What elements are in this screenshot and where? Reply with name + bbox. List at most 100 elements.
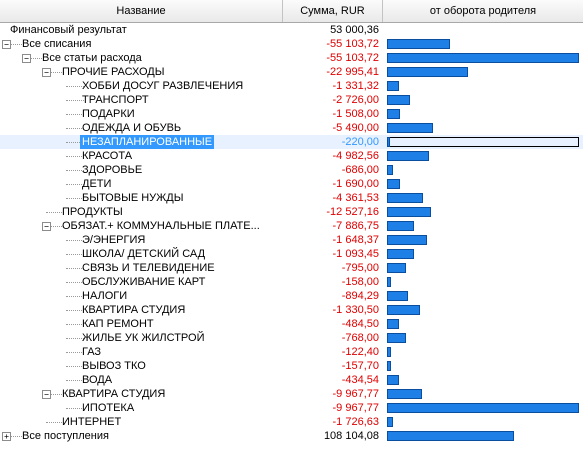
tree-row-label: ИНТЕРНЕТ (62, 416, 122, 428)
tree-row[interactable]: + Все поступления 108 104,08 (0, 429, 583, 443)
tree-row-label: ПРОЧИЕ РАСХОДЫ (62, 66, 165, 78)
tree-row[interactable]: ОДЕЖДА И ОБУВЬ -5 490,00 (0, 121, 583, 135)
tree-row[interactable]: ПРОДУКТЫ -12 527,16 (0, 205, 583, 219)
share-bar (387, 291, 579, 301)
tree-row[interactable]: ШКОЛА/ ДЕТСКИЙ САД -1 093,45 (0, 247, 583, 261)
tree-row-sum: -1 331,32 (332, 80, 379, 92)
tree-row-share-cell (383, 163, 583, 177)
tree-row-label: ЗДОРОВЬЕ (82, 164, 143, 176)
collapse-icon[interactable]: − (42, 390, 51, 399)
tree-row[interactable]: КРАСОТА -4 982,56 (0, 149, 583, 163)
tree-row-share-cell (383, 401, 583, 415)
tree-row-share-cell (383, 51, 583, 65)
expand-icon[interactable]: + (2, 432, 11, 441)
tree-row-sum: -894,29 (341, 290, 379, 302)
tree-row[interactable]: ВЫВОЗ ТКО -157,70 (0, 359, 583, 373)
tree-row-label: ДЕТИ (82, 178, 112, 190)
share-bar-fill (387, 305, 420, 315)
tree-connector-line (26, 58, 44, 59)
share-bar-fill (387, 403, 579, 413)
tree-row-sum: -5 490,00 (332, 122, 379, 134)
tree-row[interactable]: − Все статьи расхода -55 103,72 (0, 51, 583, 65)
tree-row-label: ТРАНСПОРТ (82, 94, 149, 106)
tree-row-sum: -157,70 (341, 360, 379, 372)
share-bar-fill (387, 319, 399, 329)
tree-row-name-cell: ИНТЕРНЕТ (0, 415, 283, 429)
tree-row[interactable]: − КВАРТИРА СТУДИЯ -9 967,77 (0, 387, 583, 401)
share-bar-fill (387, 67, 468, 77)
tree-row-sum: -22 995,41 (326, 66, 379, 78)
collapse-icon[interactable]: − (2, 40, 11, 49)
tree-row-name-cell: ЖИЛЬЕ УК ЖИЛСТРОЙ (0, 331, 283, 345)
tree-row-label: ГАЗ (82, 346, 102, 358)
tree-row[interactable]: ГАЗ -122,40 (0, 345, 583, 359)
tree-row-label: ВЫВОЗ ТКО (82, 360, 146, 372)
share-bar-fill (387, 179, 400, 189)
tree-row-label: БЫТОВЫЕ НУЖДЫ (82, 192, 184, 204)
tree-row-sum: -1 330,50 (332, 304, 379, 316)
share-bar (387, 221, 579, 231)
tree-row[interactable]: − ПРОЧИЕ РАСХОДЫ -22 995,41 (0, 65, 583, 79)
tree-row-sum: -12 527,16 (326, 206, 379, 218)
collapse-icon[interactable]: − (22, 54, 31, 63)
tree-row[interactable]: КВАРТИРА СТУДИЯ -1 330,50 (0, 303, 583, 317)
tree-row[interactable]: ОБСЛУЖИВАНИЕ КАРТ -158,00 (0, 275, 583, 289)
tree-row[interactable]: Э/ЭНЕРГИЯ -1 648,37 (0, 233, 583, 247)
tree-row[interactable]: − ОБЯЗАТ.+ КОММУНАЛЬНЫЕ ПЛАТЕ... -7 886,75 (0, 219, 583, 233)
collapse-icon[interactable]: − (42, 68, 51, 77)
tree-row[interactable]: СВЯЗЬ И ТЕЛЕВИДЕНИЕ -795,00 (0, 261, 583, 275)
tree-row-share-cell (383, 177, 583, 191)
tree-row-label: НАЛОГИ (82, 290, 128, 302)
tree-row[interactable]: ЗДОРОВЬЕ -686,00 (0, 163, 583, 177)
tree-row-label: ШКОЛА/ ДЕТСКИЙ САД (82, 248, 206, 260)
tree-row-label: КВАРТИРА СТУДИЯ (62, 388, 166, 400)
share-bar-fill (387, 361, 391, 371)
tree-row[interactable]: ИПОТЕКА -9 967,77 (0, 401, 583, 415)
tree-row-share-cell (383, 261, 583, 275)
tree-row-sum: -1 508,00 (332, 108, 379, 120)
tree-connector-line (66, 240, 84, 241)
tree-row-sum: -7 886,75 (332, 220, 379, 232)
share-bar-fill (387, 137, 390, 147)
tree-row[interactable]: ТРАНСПОРТ -2 726,00 (0, 93, 583, 107)
column-header-sum[interactable]: Сумма, RUR (283, 0, 383, 22)
tree-row-sum: -1 648,37 (332, 234, 379, 246)
tree-row-share-cell (383, 331, 583, 345)
tree-row[interactable]: КАП РЕМОНТ -484,50 (0, 317, 583, 331)
tree-row-share-cell (383, 37, 583, 51)
column-header-name[interactable]: Название (0, 0, 283, 22)
tree-row[interactable]: НЕЗАПЛАНИРОВАННЫЕ -220,00 (0, 135, 583, 149)
tree-connector-line (66, 142, 84, 143)
tree-row-name-cell: НАЛОГИ (0, 289, 283, 303)
share-bar (387, 249, 579, 259)
tree-connector-line (66, 100, 84, 101)
collapse-icon[interactable]: − (42, 222, 51, 231)
tree-row-name-cell: КРАСОТА (0, 149, 283, 163)
tree-row[interactable]: БЫТОВЫЕ НУЖДЫ -4 361,53 (0, 191, 583, 205)
tree-row[interactable]: НАЛОГИ -894,29 (0, 289, 583, 303)
tree-row-name-cell: ШКОЛА/ ДЕТСКИЙ САД (0, 247, 283, 261)
tree-row-name-cell: ОБСЛУЖИВАНИЕ КАРТ (0, 275, 283, 289)
tree-row[interactable]: ВОДА -434,54 (0, 373, 583, 387)
tree-row[interactable]: ДЕТИ -1 690,00 (0, 177, 583, 191)
tree-row[interactable]: ЖИЛЬЕ УК ЖИЛСТРОЙ -768,00 (0, 331, 583, 345)
tree-row-label: ОБЯЗАТ.+ КОММУНАЛЬНЫЕ ПЛАТЕ... (62, 220, 260, 232)
tree-row-share-cell (383, 387, 583, 401)
tree-row[interactable]: ИНТЕРНЕТ -1 726,63 (0, 415, 583, 429)
tree-row[interactable]: Финансовый результат 53 000,36 (0, 23, 583, 37)
tree-row-share-cell (383, 79, 583, 93)
column-header-share[interactable]: от оборота родителя (429, 5, 537, 17)
tree-row[interactable]: − Все списания -55 103,72 (0, 37, 583, 51)
tree-row[interactable]: ПОДАРКИ -1 508,00 (0, 107, 583, 121)
tree-row-name-cell: КАП РЕМОНТ (0, 317, 283, 331)
tree-row-name-cell: ГАЗ (0, 345, 283, 359)
tree-row-name-cell: − Все списания (0, 37, 283, 51)
tree-connector-line (66, 366, 84, 367)
share-bar-fill (387, 109, 400, 119)
tree-row-sum: -1 690,00 (332, 178, 379, 190)
share-bar-fill (387, 53, 579, 63)
tree-row[interactable]: ХОББИ ДОСУГ РАЗВЛЕЧЕНИЯ -1 331,32 (0, 79, 583, 93)
tree-row-label: КАП РЕМОНТ (82, 318, 154, 330)
tree-row-name-cell: БЫТОВЫЕ НУЖДЫ (0, 191, 283, 205)
